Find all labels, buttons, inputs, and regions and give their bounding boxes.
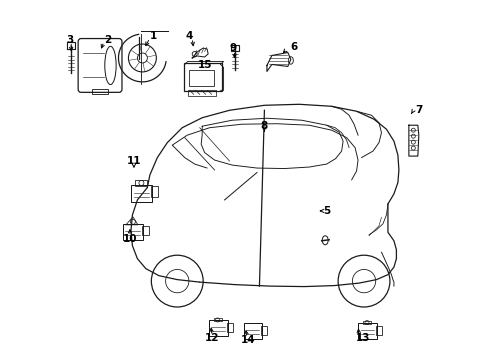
Bar [92,89,107,94]
Bar [362,321,370,324]
Bar [230,45,238,50]
Text: 10: 10 [122,234,137,244]
Text: 5: 5 [323,206,329,216]
Text: 15: 15 [197,60,211,71]
Text: 8: 8 [260,121,267,131]
Text: 1: 1 [150,31,157,41]
Text: 13: 13 [355,333,369,343]
Bar [142,226,148,235]
Text: 12: 12 [204,333,219,343]
Text: 6: 6 [290,41,297,51]
Bar [151,186,158,197]
Text: 9: 9 [229,43,237,53]
Text: 11: 11 [126,156,141,166]
Bar [135,180,147,186]
Text: 2: 2 [103,35,111,45]
Bar [213,319,221,321]
Bar [375,326,381,335]
Bar [188,70,213,86]
Bar [226,323,232,332]
Text: 4: 4 [184,31,192,41]
Text: 3: 3 [66,35,74,45]
Bar [187,90,215,96]
Text: 7: 7 [414,105,422,115]
Bar [261,326,267,335]
Text: 14: 14 [241,336,255,345]
